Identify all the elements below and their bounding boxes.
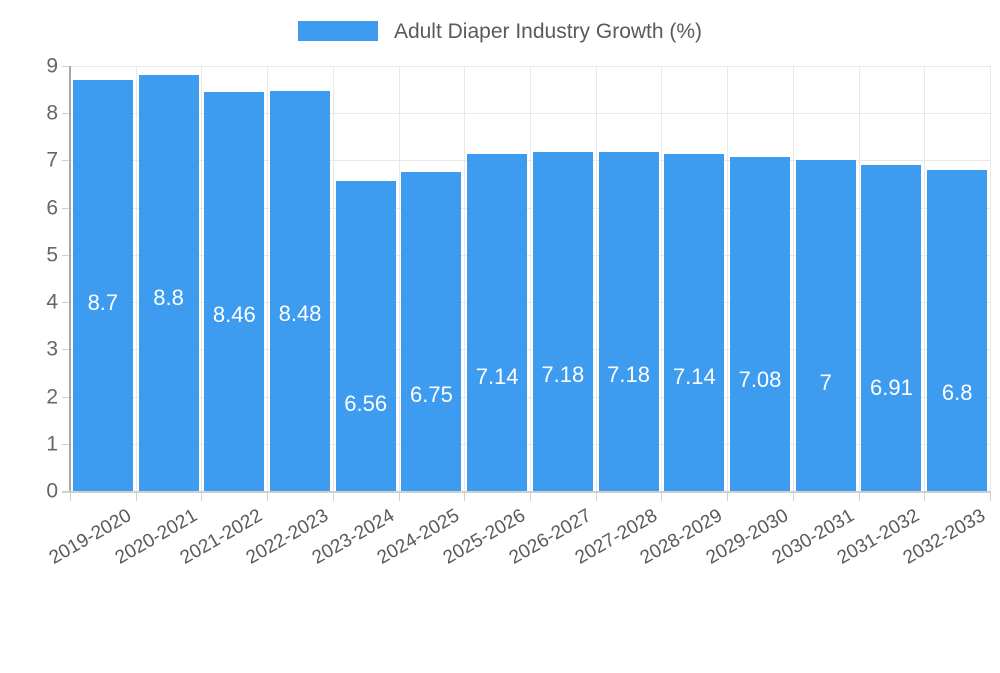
- x-axis-tick-mark: [267, 491, 268, 501]
- chart-legend: Adult Diaper Industry Growth (%): [0, 14, 1000, 48]
- y-axis-tick-mark: [62, 113, 70, 115]
- gridline-vertical: [661, 66, 662, 491]
- x-axis-tick-mark: [399, 491, 400, 501]
- y-axis-tick-label: 4: [46, 290, 58, 314]
- bar[interactable]: [730, 156, 790, 491]
- gridline-vertical: [399, 66, 400, 491]
- x-axis-line: [62, 491, 990, 493]
- bar-value-label: 8.7: [87, 290, 119, 316]
- gridline-vertical: [267, 66, 268, 491]
- x-axis-tick-mark: [990, 491, 991, 501]
- x-axis-tick-mark: [136, 491, 137, 501]
- bar[interactable]: [204, 91, 265, 491]
- gridline-vertical: [333, 66, 334, 491]
- bar[interactable]: [467, 153, 528, 491]
- y-axis-tick-mark: [62, 349, 70, 351]
- gridline-vertical: [464, 66, 465, 491]
- bar[interactable]: [927, 169, 988, 491]
- bar[interactable]: [532, 151, 593, 491]
- x-axis-tick-mark: [661, 491, 662, 501]
- y-axis-tick-label: 6: [46, 196, 58, 220]
- gridline-vertical: [990, 66, 991, 491]
- gridline-vertical: [201, 66, 202, 491]
- plot-area: 0 1 2 3 4 5 6 7 8 9 8.7 8.8 8.46 8.48 6.56 6.75 7.14 7.1…: [46, 56, 991, 569]
- gridline-vertical: [530, 66, 531, 491]
- gridline-vertical: [924, 66, 925, 491]
- bar-value-label: 7.18: [607, 361, 650, 387]
- bar[interactable]: [72, 80, 133, 491]
- gridline-vertical: [793, 66, 794, 491]
- bar-value-label: 7.18: [541, 361, 585, 387]
- x-axis-tick-mark: [333, 491, 334, 501]
- bar-value-label: 7.14: [475, 363, 519, 389]
- bar-value-label: 7.14: [672, 363, 716, 389]
- bar-value-label: 6.75: [410, 382, 453, 408]
- bar[interactable]: [861, 164, 922, 491]
- bar-value-label: 8.48: [278, 300, 322, 326]
- y-axis-tick-mark: [62, 207, 70, 209]
- x-axis-tick-mark: [201, 491, 202, 501]
- x-axis-tick-mark: [793, 491, 794, 501]
- x-axis-tick-mark: [596, 491, 597, 501]
- bar[interactable]: [598, 151, 659, 491]
- bar-value-label: 8.8: [153, 285, 184, 311]
- bar-value-label: 7: [819, 370, 832, 396]
- bar-value-label: 6.8: [941, 379, 973, 405]
- y-axis-tick-label: 1: [46, 432, 58, 456]
- bar[interactable]: [401, 172, 462, 491]
- x-axis-tick-mark: [859, 491, 860, 501]
- y-axis-tick-label: 5: [46, 243, 58, 267]
- x-axis-tick-mark: [530, 491, 531, 501]
- y-axis-tick-mark: [62, 66, 70, 67]
- y-axis-tick-label: 8: [46, 101, 58, 125]
- bar-value-label: 6.91: [870, 374, 913, 400]
- bar-value-label: 6.56: [344, 391, 388, 417]
- y-axis-tick-mark: [62, 254, 70, 256]
- bar[interactable]: [270, 90, 330, 491]
- gridline-vertical: [859, 66, 860, 491]
- y-axis-tick-label: 3: [46, 337, 58, 361]
- x-axis-tick-mark: [464, 491, 465, 501]
- y-axis-line: [69, 66, 71, 491]
- bar[interactable]: [138, 75, 199, 491]
- y-axis-tick-label: 2: [46, 385, 58, 409]
- legend-color-swatch: [297, 21, 378, 41]
- x-axis-tick-mark: [924, 491, 925, 501]
- bar-value-label: 7.08: [738, 366, 782, 392]
- gridline-vertical: [596, 66, 597, 491]
- y-axis-tick-label: 9: [46, 54, 58, 78]
- y-axis-tick-label: 0: [46, 479, 58, 503]
- x-axis-tick-mark: [727, 491, 728, 501]
- x-axis-tick-mark: [70, 491, 71, 501]
- bar-chart: Adult Diaper Industry Growth (%) 0 1 2 3 4 5 6…: [0, 14, 1000, 569]
- bar[interactable]: [664, 153, 725, 491]
- bar[interactable]: [335, 181, 396, 491]
- bar[interactable]: [795, 160, 856, 491]
- y-axis-tick-mark: [62, 396, 70, 398]
- gridline-vertical: [136, 66, 137, 491]
- y-axis-tick-mark: [62, 302, 70, 304]
- y-axis-tick-label: 7: [46, 148, 58, 172]
- y-axis-tick-mark: [62, 160, 70, 162]
- y-axis-tick-mark: [62, 443, 70, 445]
- gridline-vertical: [727, 66, 728, 491]
- legend-label: Adult Diaper Industry Growth (%): [393, 19, 703, 43]
- bar-value-label: 8.46: [212, 301, 256, 327]
